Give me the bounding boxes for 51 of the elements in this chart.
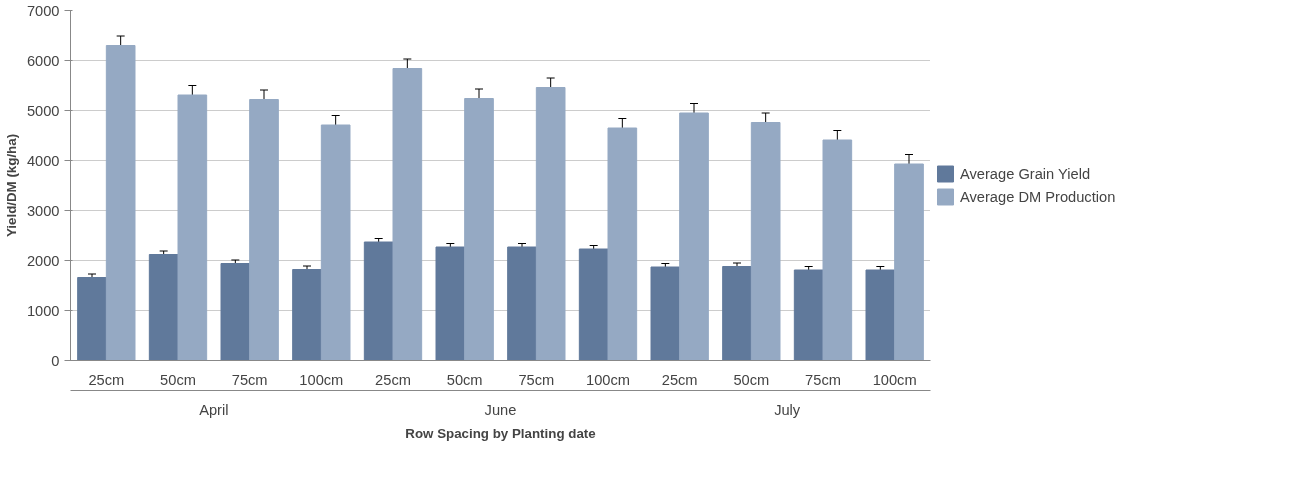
bar [105,45,136,361]
bar [507,246,537,361]
x-tick-label: 50cm [446,371,483,388]
text: April [199,401,229,418]
bar [650,266,681,361]
bar [435,246,466,361]
x-tick-label: 25cm [661,371,698,388]
y-tick-label: 4000 [26,152,60,169]
y-tick-label: 6000 [26,52,60,69]
bar [320,124,351,361]
bar [363,241,394,361]
y-tick-label: 2000 [26,252,60,269]
y-axis-title: Yield/DM (kg/ha) [3,133,19,238]
x-tick-label: 100cm [872,371,917,388]
y-tick-label: 0 [51,352,60,369]
bar [77,277,107,361]
bar [177,94,208,361]
bar [464,98,494,361]
bar [249,99,279,361]
legend-label: Average Grain Yield [960,165,1091,182]
bar [292,269,322,361]
x-tick-label: 25cm [375,371,411,388]
x-tick-label: 50cm [733,371,770,388]
y-tick-label: 7000 [26,2,60,19]
bar [578,248,609,361]
x-axis-title: Row Spacing by Planting date [405,425,596,441]
x-tick-label: 50cm [160,371,196,388]
bar [148,254,179,361]
legend-label: Average DM Production [960,188,1116,205]
bar [894,163,924,361]
y-tick-label: 5000 [26,102,60,119]
bar [220,263,251,361]
x-tick-label: 100cm [299,371,344,388]
bar [793,269,824,361]
x-tick-label: 25cm [88,371,125,388]
bar [607,127,638,361]
y-tick-label: 3000 [26,202,60,219]
y-tick-label: 1000 [26,302,60,319]
x-tick-label: 75cm [805,371,841,388]
text: July [774,401,801,418]
text: June [484,401,517,418]
x-tick-label: 100cm [586,371,630,388]
bar [865,269,896,361]
x-tick-label: 75cm [518,371,555,388]
x-tick-label: 75cm [231,371,268,388]
bar [722,266,752,361]
bar [822,139,853,361]
bar [679,112,709,361]
bar [535,87,566,361]
bar [392,68,423,361]
bar [750,122,781,361]
